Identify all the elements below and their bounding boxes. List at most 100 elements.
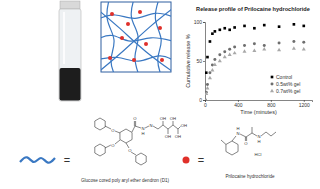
bond bbox=[232, 136, 236, 141]
tick-mark bbox=[203, 61, 205, 62]
chart-title: Release profile of Prilocaine hydrochlor… bbox=[196, 6, 310, 12]
tick: 400 bbox=[234, 100, 243, 108]
bond bbox=[105, 145, 111, 148]
bond bbox=[134, 121, 135, 126]
data-point bbox=[208, 71, 211, 74]
polymer-strand bbox=[20, 157, 55, 163]
legend-marker bbox=[270, 89, 274, 92]
canvas: Release profile of Prilocaine hydrochlor… bbox=[0, 0, 320, 189]
ring bbox=[226, 141, 238, 155]
data-point bbox=[205, 86, 209, 89]
data-point bbox=[243, 44, 246, 47]
x-axis: 0 400 800 1200 bbox=[204, 100, 312, 108]
data-point bbox=[292, 40, 295, 43]
y-axis-title: Cumulative release % bbox=[185, 34, 191, 88]
data-point bbox=[233, 51, 237, 54]
caption: Prilocaine hydrochloride bbox=[225, 174, 274, 179]
tick-label: 50 bbox=[196, 58, 202, 64]
bond bbox=[266, 132, 271, 136]
bond bbox=[246, 133, 252, 137]
network-strand bbox=[101, 6, 171, 72]
x-axis-title: Time (minutes) bbox=[240, 109, 277, 115]
series bbox=[205, 46, 306, 100]
structure-prilocaine: NHONHHCl bbox=[221, 126, 276, 157]
data-point bbox=[292, 46, 296, 49]
atom-label: O bbox=[133, 116, 137, 121]
drug-dot bbox=[144, 42, 148, 46]
tick: 50 bbox=[196, 58, 205, 64]
ring bbox=[120, 129, 132, 143]
data-point bbox=[278, 42, 281, 45]
bond bbox=[153, 126, 158, 129]
legend-marker bbox=[271, 83, 274, 86]
tick: 100 bbox=[194, 19, 205, 25]
legend-label: 0.5wt% gel bbox=[276, 81, 300, 87]
bond bbox=[252, 133, 257, 136]
bond bbox=[261, 132, 266, 136]
vial-photo bbox=[59, 1, 81, 101]
data-point bbox=[223, 27, 226, 30]
vial-shine bbox=[63, 12, 65, 64]
data-point bbox=[233, 45, 236, 48]
data-point bbox=[253, 42, 256, 45]
data-point bbox=[206, 83, 209, 86]
data-point bbox=[252, 49, 256, 52]
drug-dot bbox=[126, 22, 130, 26]
drug-dot bbox=[158, 26, 162, 30]
data-point bbox=[243, 25, 246, 28]
data-point bbox=[242, 49, 246, 52]
bond bbox=[135, 121, 136, 126]
series bbox=[205, 23, 305, 100]
data-point bbox=[205, 98, 207, 100]
bond bbox=[132, 126, 135, 132]
legend-marker bbox=[271, 76, 274, 79]
atom-label: OH bbox=[175, 134, 181, 139]
network-strands bbox=[101, 2, 171, 72]
equals-sign: = bbox=[64, 154, 70, 166]
atom-label: OH bbox=[165, 134, 171, 139]
chart: Release profile of Prilocaine hydrochlor… bbox=[185, 6, 313, 115]
bond bbox=[173, 121, 174, 125]
bond bbox=[221, 140, 226, 145]
data-point bbox=[223, 55, 227, 58]
plot-marks bbox=[205, 23, 306, 100]
atom-label: OH bbox=[160, 116, 166, 121]
bond bbox=[135, 126, 141, 128]
data-point bbox=[278, 25, 281, 28]
data-point bbox=[228, 28, 231, 31]
legend-label: Control bbox=[276, 74, 292, 80]
tick: 1200 bbox=[299, 100, 310, 108]
data-point bbox=[205, 99, 206, 100]
tick: 0 bbox=[199, 97, 205, 103]
atom-label: H bbox=[257, 139, 260, 144]
data-point bbox=[223, 50, 226, 53]
data-point bbox=[208, 76, 212, 79]
drug-dot bbox=[108, 56, 112, 60]
data-point bbox=[213, 58, 216, 61]
tick-label: 0 bbox=[199, 97, 202, 103]
tick-label: 800 bbox=[267, 102, 276, 108]
drug-dot bbox=[138, 10, 142, 14]
vial-cap bbox=[60, 1, 80, 9]
data-point bbox=[302, 41, 305, 44]
structure-d1: OOOONHNOHOHOHOHOH bbox=[95, 116, 187, 165]
data-point bbox=[277, 48, 281, 51]
tick-label: 1200 bbox=[299, 102, 310, 108]
key: ==OOOONHNOHOHOHOHOHGlucose cored poly ar… bbox=[20, 116, 276, 183]
data-point bbox=[218, 59, 222, 62]
atom-label: O bbox=[128, 148, 132, 153]
drug-dot bbox=[132, 58, 136, 62]
data-point bbox=[210, 68, 214, 71]
data-point bbox=[214, 30, 217, 33]
tick-label: 100 bbox=[194, 19, 203, 25]
bond bbox=[252, 127, 253, 133]
data-point bbox=[302, 47, 306, 50]
bond bbox=[168, 125, 173, 129]
legend-label: 0.7wt% gel bbox=[276, 88, 300, 94]
axis-line bbox=[206, 101, 313, 103]
data-point bbox=[211, 32, 214, 35]
vial-gel bbox=[60, 68, 81, 101]
tick-mark bbox=[203, 22, 205, 23]
bond bbox=[115, 131, 120, 133]
tick-label: 0 bbox=[204, 102, 207, 108]
